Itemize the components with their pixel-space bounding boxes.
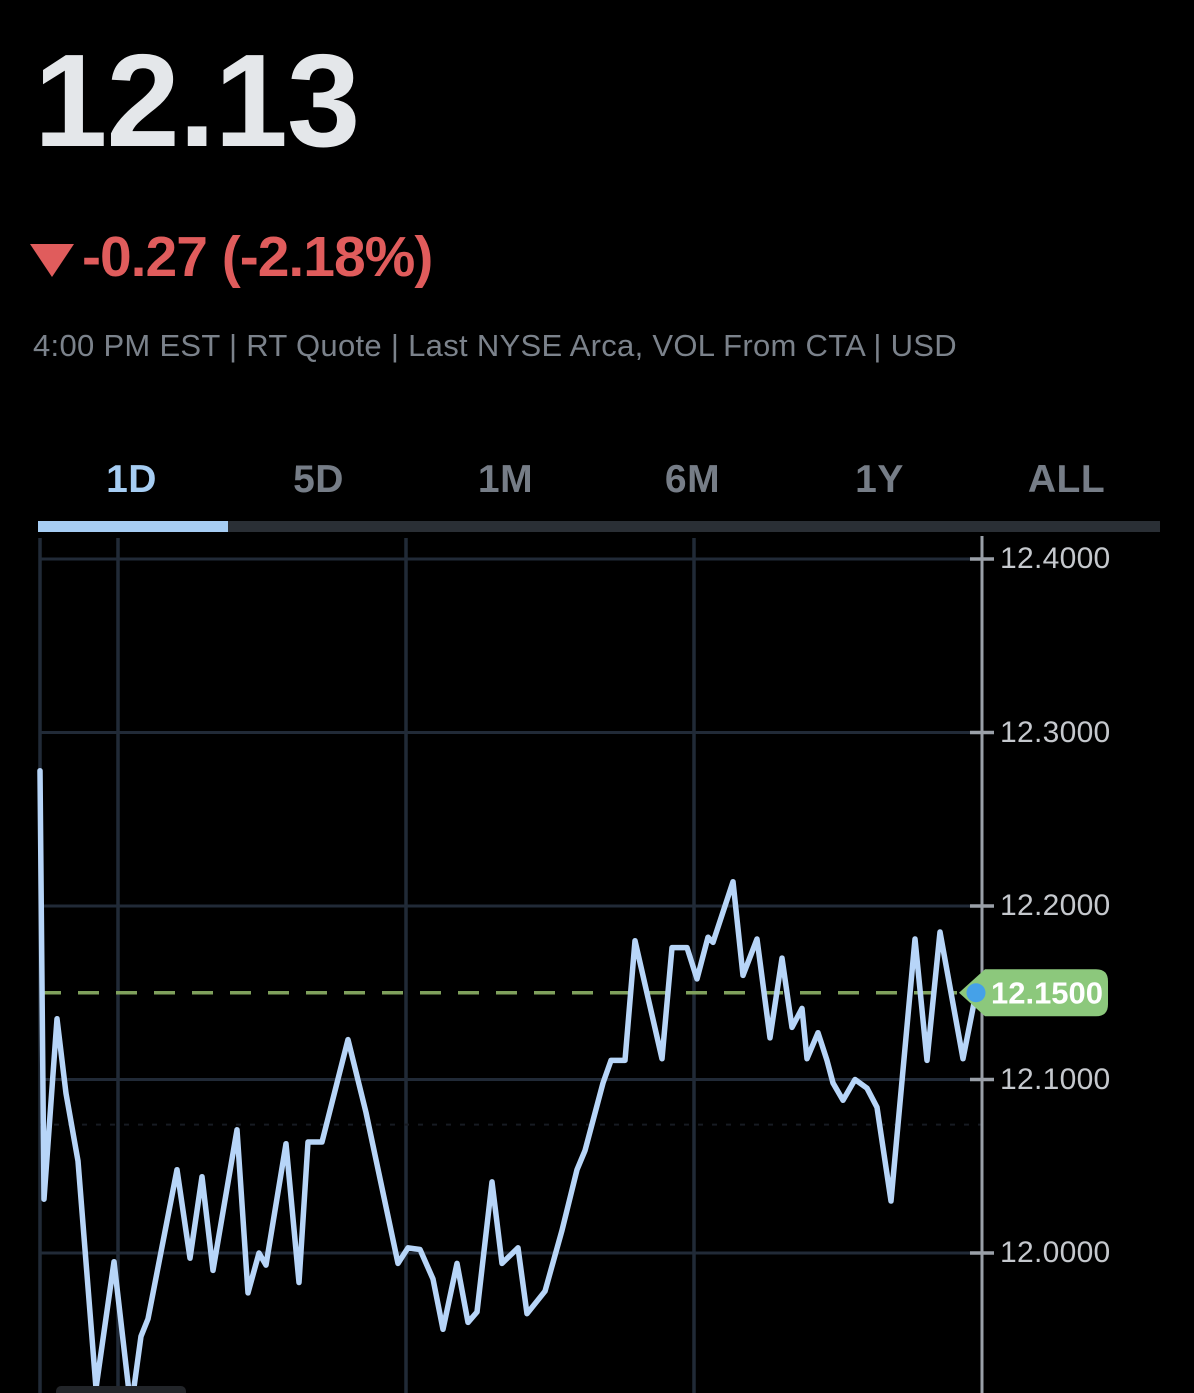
y-axis-label: 12.0000 [1000, 1236, 1111, 1269]
tab-6m[interactable]: 6M [664, 458, 721, 501]
bottom-label-stub [56, 1386, 186, 1393]
last-price-badge: 12.1500 [959, 969, 1108, 1017]
price-change-text: -0.27 (-2.18%) [82, 225, 433, 289]
price-change: -0.27 (-2.18%) [30, 224, 433, 290]
last-price-badge-label: 12.1500 [991, 975, 1103, 1010]
y-axis-label: 12.2000 [1000, 889, 1111, 922]
tab-1m[interactable]: 1M [477, 458, 534, 501]
vertical-gridlines [38, 538, 696, 1393]
horizontal-gridlines [40, 557, 982, 1255]
badge-shape [959, 969, 1108, 1017]
y-axis-label: 12.3000 [1000, 715, 1111, 749]
y-axis-ticks [970, 557, 994, 1255]
tab-all[interactable]: ALL [1027, 458, 1106, 501]
time-range-tabs: 1D 5D 1M 6M 1Y ALL [38, 458, 1160, 502]
down-arrow-icon [30, 243, 74, 277]
tab-track [38, 521, 1160, 532]
tab-active-indicator [38, 521, 228, 532]
last-price-dot [966, 983, 986, 1003]
y-axis-label: 12.4000 [1000, 542, 1111, 575]
quote-meta: 4:00 PM EST | RT Quote | Last NYSE Arca,… [33, 328, 957, 363]
price-line [37, 767, 979, 1393]
tab-1y[interactable]: 1Y [855, 458, 904, 501]
y-axis-label: 12.1000 [1000, 1062, 1111, 1096]
tab-5d[interactable]: 5D [293, 458, 344, 501]
last-price: 12.13 [34, 27, 360, 174]
tab-1d[interactable]: 1D [106, 458, 157, 501]
